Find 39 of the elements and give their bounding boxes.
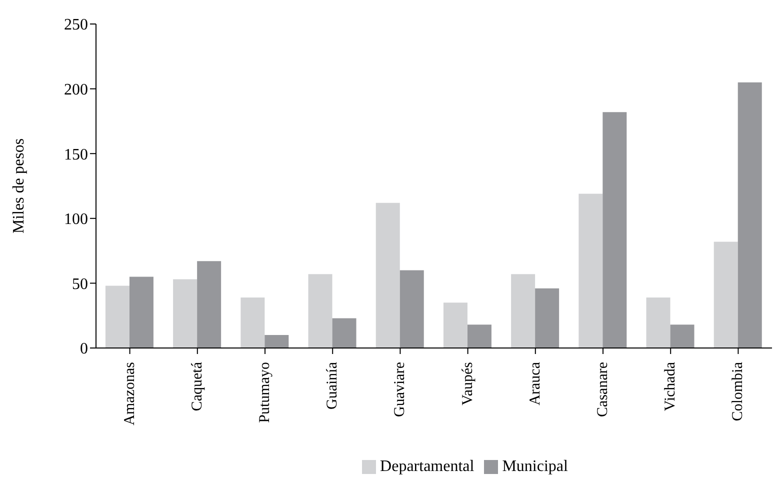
bar (602, 112, 627, 348)
y-tick-label: 0 (80, 340, 88, 358)
bar (376, 202, 400, 348)
bar (535, 288, 560, 348)
x-tick-label: Guaviare (392, 362, 408, 417)
bar (670, 324, 694, 348)
y-tick-label: 50 (72, 276, 88, 293)
legend-label: Departamental (380, 458, 474, 475)
bar (738, 82, 762, 348)
bar (714, 242, 738, 348)
bar (332, 318, 356, 348)
bar (646, 297, 670, 348)
x-tick-label: Vichada (662, 362, 679, 412)
bar (240, 297, 265, 348)
bar (308, 274, 332, 348)
x-tick-label: Putumayo (257, 362, 273, 423)
bar (173, 279, 198, 348)
y-tick-label: 150 (64, 146, 88, 164)
x-tick-label: Guainía (324, 362, 341, 410)
legend-label: Municipal (502, 458, 568, 475)
y-tick-label: 250 (64, 16, 88, 34)
bar (443, 302, 468, 348)
bar (264, 335, 289, 348)
bar (578, 194, 603, 348)
y-axis-title: Miles de pesos (10, 138, 28, 234)
x-tick-label: Caquetá (189, 362, 206, 412)
x-tick-label: Arauca (527, 362, 544, 406)
bar (197, 261, 222, 348)
bar (511, 274, 536, 348)
bar (105, 286, 130, 348)
bar (400, 270, 424, 348)
x-tick-label: Amazonas (122, 362, 138, 426)
y-tick-label: 100 (64, 211, 88, 228)
x-tick-label: Colombia (730, 362, 746, 422)
x-tick-label: Casanare (595, 362, 611, 417)
y-tick-label: 200 (64, 81, 88, 98)
bar (467, 324, 492, 348)
bar (129, 276, 154, 348)
x-tick-label: Vaupés (460, 362, 476, 406)
